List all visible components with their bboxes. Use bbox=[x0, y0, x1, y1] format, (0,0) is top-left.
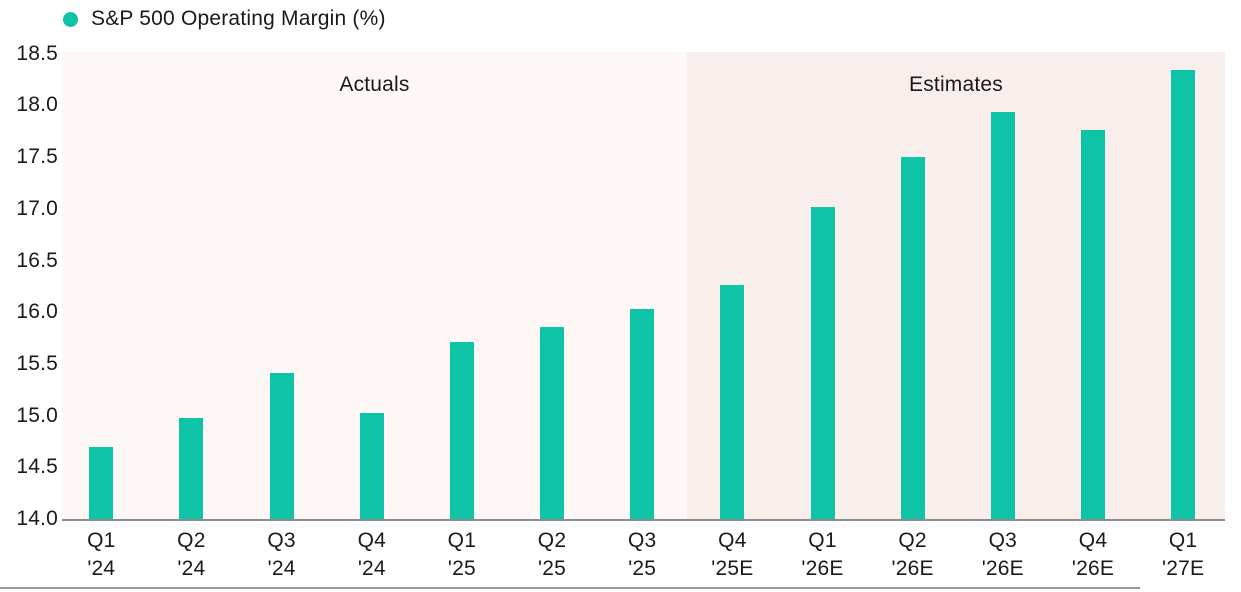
bar-q4-24 bbox=[359, 412, 384, 519]
bar-q1-24 bbox=[89, 446, 114, 519]
x-tick-label-q1-24: Q1'24 bbox=[87, 529, 116, 580]
y-tick-label: 16.0 bbox=[16, 300, 58, 324]
bar-q2-26e bbox=[900, 157, 925, 519]
estimates-region-label: Estimates bbox=[909, 73, 1003, 96]
x-tick-label-q4-26e: Q4'26E bbox=[1071, 529, 1115, 580]
x-tick-label-q2-26e: Q2'26E bbox=[891, 529, 934, 580]
x-tick-label-q3-25: Q3'25 bbox=[627, 529, 657, 580]
x-tick-label-q1-27e: Q1'27E bbox=[1162, 529, 1205, 580]
y-tick-label: 14.0 bbox=[16, 507, 58, 530]
bar-q2-25 bbox=[540, 326, 565, 519]
x-tick-label-q1-26e: Q1'26E bbox=[801, 529, 844, 580]
y-tick-label: 15.5 bbox=[16, 351, 58, 375]
actuals-region-label: Actuals bbox=[339, 73, 410, 96]
x-tick-label-q2-24: Q2'24 bbox=[177, 529, 206, 580]
y-tick-label: 16.5 bbox=[16, 248, 58, 272]
x-tick-label-q3-24: Q3'24 bbox=[267, 529, 296, 580]
legend: S&P 500 Operating Margin (%) bbox=[63, 7, 386, 31]
estimates-region: Estimates bbox=[687, 52, 1225, 519]
x-tick-label-q3-26e: Q3'26E bbox=[981, 529, 1024, 580]
legend-label: S&P 500 Operating Margin (%) bbox=[91, 7, 386, 30]
x-tick-label-q4-24: Q4'24 bbox=[357, 529, 386, 580]
bar-q3-26e bbox=[990, 111, 1015, 519]
x-tick-label-q4-25e: Q4'25E bbox=[711, 529, 754, 580]
bar-q4-25e bbox=[720, 285, 745, 519]
y-tick-label: 18.5 bbox=[16, 41, 58, 65]
x-tick-label-q2-25: Q2'25 bbox=[537, 529, 567, 580]
y-tick-label: 15.0 bbox=[16, 403, 58, 427]
bar-q3-24 bbox=[269, 373, 294, 519]
legend-marker-icon bbox=[63, 11, 78, 27]
x-tick-label-q1-25: Q1'25 bbox=[447, 529, 477, 580]
bar-q1-26e bbox=[810, 206, 835, 519]
bottom-border-line bbox=[0, 587, 1140, 589]
y-tick-label: 17.5 bbox=[16, 145, 58, 169]
y-tick-label: 14.5 bbox=[16, 455, 58, 479]
bar-q1-27e bbox=[1171, 70, 1196, 519]
bar-q1-25 bbox=[449, 342, 474, 519]
bar-q4-26e bbox=[1080, 130, 1105, 519]
plot-area: Actuals Estimates bbox=[62, 52, 1225, 521]
y-tick-label: 17.0 bbox=[16, 196, 58, 220]
y-tick-label: 18.0 bbox=[16, 93, 58, 117]
bar-q3-25 bbox=[630, 309, 655, 519]
bar-q2-24 bbox=[179, 417, 204, 519]
